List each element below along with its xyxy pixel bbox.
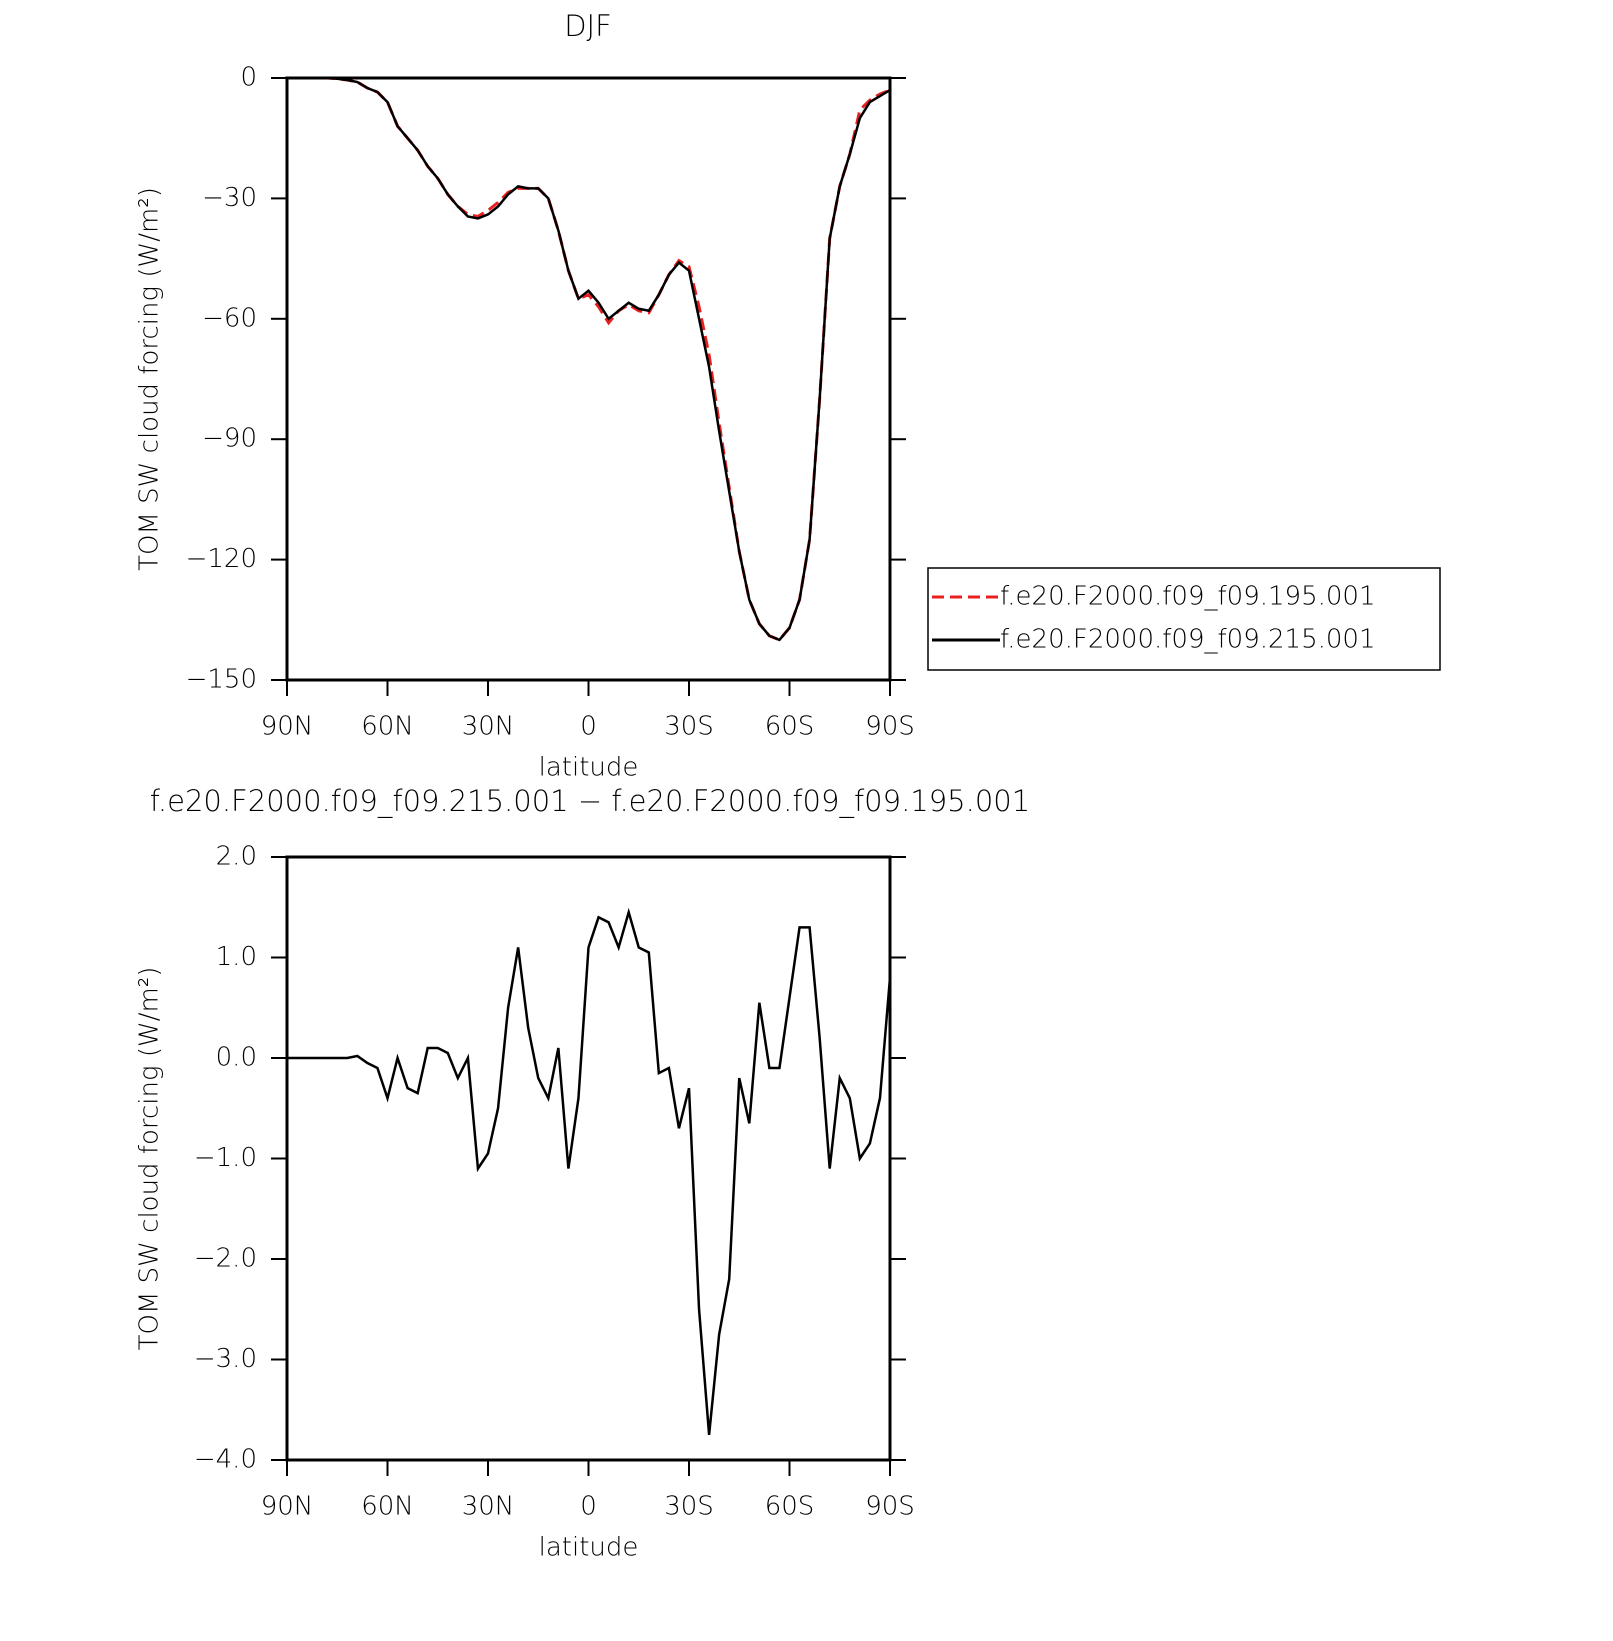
y-tick-label: −90 [202,424,257,454]
x-tick-label: 60S [765,1492,815,1522]
x-tick-label: 90N [261,712,314,742]
x-tick-label: 30S [664,712,714,742]
x-axis-label: latitude [539,753,639,783]
y-tick-label: −150 [186,665,257,695]
chart-title: DJF [564,9,612,43]
x-tick-label: 0 [580,1492,597,1522]
y-tick-label: −2.0 [194,1244,257,1274]
plot-frame [285,76,892,682]
plot-frame [285,855,892,1462]
y-axis-label: TOM SW cloud forcing (W/m²) [135,187,165,571]
legend-box [927,567,1441,671]
x-tick-label: 60N [361,712,414,742]
x-tick-label: 0 [580,712,597,742]
y-tick-label: 0 [240,63,257,93]
chart-title: f.e20.F2000.f09_f09.215.001 − f.e20.F200… [150,784,1030,819]
x-tick-label: 30N [462,1492,515,1522]
y-tick-label: −3.0 [194,1344,257,1374]
y-tick-label: −1.0 [194,1143,257,1173]
x-tick-label: 90S [865,1492,915,1522]
legend-label: f.e20.F2000.f09_f09.195.001 [1000,582,1376,612]
y-tick-label: −4.0 [194,1445,257,1475]
x-tick-label: 30S [664,1492,714,1522]
x-tick-label: 60N [361,1492,414,1522]
y-tick-label: −120 [186,544,257,574]
y-tick-label: −30 [202,183,257,213]
x-tick-label: 30N [462,712,515,742]
series-line [287,76,891,642]
y-tick-label: 2.0 [216,842,257,872]
legend-label: f.e20.F2000.f09_f09.215.001 [1000,625,1376,655]
x-tick-label: 90S [865,712,915,742]
x-tick-label: 90N [261,1492,314,1522]
series-line [287,76,891,642]
y-tick-label: 0.0 [216,1043,257,1073]
y-axis-label: TOM SW cloud forcing (W/m²) [135,967,165,1351]
y-tick-label: 1.0 [216,942,257,972]
y-tick-label: −60 [202,303,257,333]
series-line [287,907,892,1436]
x-tick-label: 60S [765,712,815,742]
x-axis-label: latitude [539,1533,639,1563]
